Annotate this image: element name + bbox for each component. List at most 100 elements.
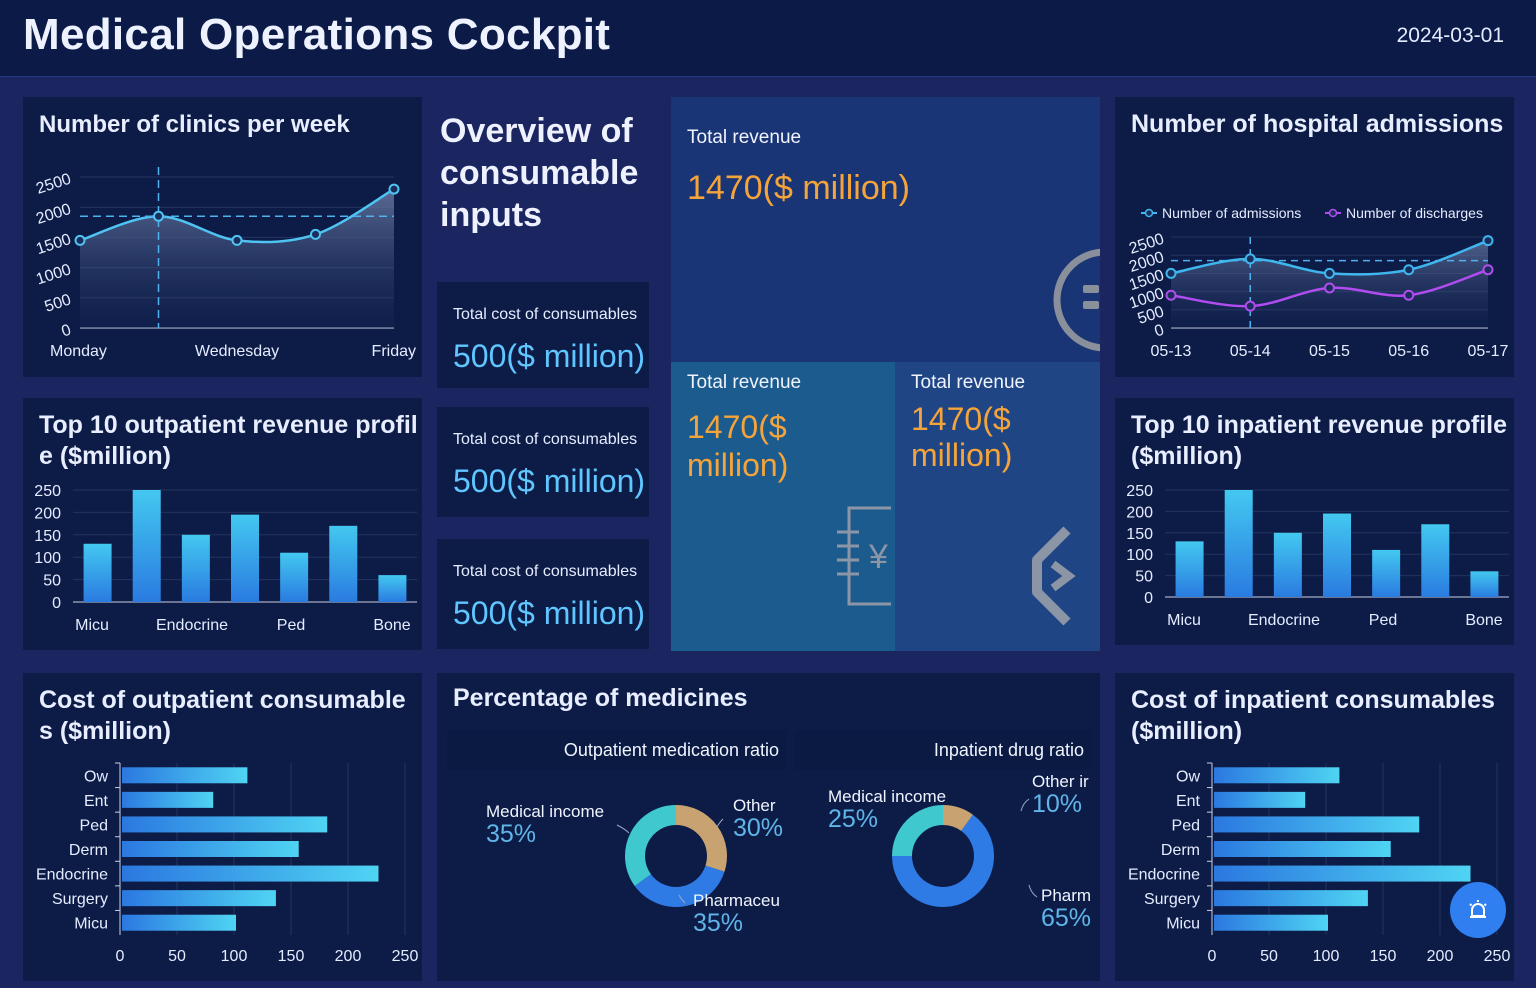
data-point xyxy=(1482,264,1494,276)
x-tick-label: Bone xyxy=(1465,612,1502,629)
data-point xyxy=(1324,267,1335,279)
alarm-button[interactable] xyxy=(1450,882,1506,938)
x-tick-label: 150 xyxy=(1370,948,1397,965)
bar xyxy=(329,525,358,602)
outpatient-revenue-chart: 0 50 100 150 200 250 Micu Endocrine Ped Bone xyxy=(34,483,417,634)
y-tick-label: 150 xyxy=(1126,526,1153,543)
data-point xyxy=(1165,267,1177,279)
revenue-main-tile: Total revenue 1470($ million) xyxy=(671,97,1100,362)
kpi-label: Total cost of consumables xyxy=(453,563,638,580)
slice-label: Other ir xyxy=(1032,772,1089,791)
y-tick-label: 0 xyxy=(60,322,74,341)
x-tick-label: Monday xyxy=(50,343,107,360)
bar xyxy=(1323,513,1351,597)
x-tick-label: 05-13 xyxy=(1151,343,1192,360)
outpatient-cost-panel: Cost of outpatient consumables ($million… xyxy=(23,673,422,981)
data-point xyxy=(74,234,86,246)
x-tick-label: 250 xyxy=(1484,948,1511,965)
y-tick-label: Ped xyxy=(1172,817,1200,834)
outpatient-revenue-title: Top 10 outpatient revenue profile ($mill… xyxy=(39,411,418,470)
x-tick-label: 100 xyxy=(221,948,248,965)
bar xyxy=(122,767,248,784)
bar xyxy=(1214,841,1391,857)
bar xyxy=(1214,791,1306,808)
revenue-main-label: Total revenue xyxy=(687,127,802,148)
data-point xyxy=(231,234,243,246)
y-tick-label: Ow xyxy=(1176,768,1200,785)
consumables-kpi-2: Total cost of consumables 500($ million) xyxy=(437,407,649,517)
clinics-chart: 0 500 1000 1500 2000 2500 Monday Wednesday Frida… xyxy=(34,167,416,360)
legend-marker xyxy=(1328,208,1338,218)
clinics-title: Number of clinics per week xyxy=(39,111,350,138)
y-tick-label: 200 xyxy=(1126,504,1153,521)
x-tick-label: Endocrine xyxy=(156,617,228,634)
data-point xyxy=(153,210,164,222)
admissions-panel: Number of hospital admissions 0 500 1000 15… xyxy=(1115,97,1514,377)
y-tick-label: Derm xyxy=(1161,842,1200,859)
x-tick-label: 05-14 xyxy=(1230,343,1271,360)
date-label: 2024-03-01 xyxy=(1396,24,1504,47)
bar xyxy=(181,534,210,602)
x-tick-label: 05-15 xyxy=(1309,343,1350,360)
y-tick-label: Ow xyxy=(84,768,108,785)
slice-percent: 25% xyxy=(828,805,878,833)
x-tick-label: Ped xyxy=(277,617,305,634)
kpi-label: Total cost of consumables xyxy=(453,431,638,448)
y-tick-label: 150 xyxy=(34,528,61,545)
bar xyxy=(1224,490,1253,597)
medicines-panel: Percentage of medicines Outpatient medic… xyxy=(437,673,1100,981)
kpi-value: 500($ million) xyxy=(453,595,646,631)
bar xyxy=(1214,767,1340,784)
bar xyxy=(1214,914,1328,931)
y-tick-label: Micu xyxy=(74,916,108,933)
leader-line xyxy=(1020,798,1030,812)
slice-label: Medical income xyxy=(486,802,604,821)
revenue-right-tile: Total revenue 1470($ million) xyxy=(895,362,1100,651)
y-tick-label: Endocrine xyxy=(1128,867,1200,884)
y-tick-label: Surgery xyxy=(52,891,108,908)
revenue-right-value-line1: 1470($ xyxy=(911,401,1011,437)
x-tick-label: 250 xyxy=(392,948,419,965)
revenue-right-label: Total revenue xyxy=(911,372,1026,393)
y-tick-label: 1000 xyxy=(34,261,73,288)
y-tick-label: Ent xyxy=(1176,793,1201,810)
x-tick-label: 200 xyxy=(335,948,362,965)
area-fill xyxy=(80,189,394,328)
data-point xyxy=(388,183,400,195)
x-tick-label: Wednesday xyxy=(195,343,279,360)
svg-text:¥: ¥ xyxy=(868,538,888,576)
leader-line xyxy=(616,824,630,834)
bar xyxy=(1372,549,1401,597)
diamond-icon xyxy=(1032,526,1076,626)
bar xyxy=(378,575,407,602)
inpatient-revenue-chart: 0 50 100 150 200 250 Micu Endocrine Ped Bone xyxy=(1126,483,1509,629)
inpatient-revenue-title: Top 10 inpatient revenue profile ($milli… xyxy=(1131,411,1507,470)
y-tick-label: Ent xyxy=(84,793,109,810)
x-tick-label: Ped xyxy=(1369,612,1397,629)
leader-line xyxy=(678,894,686,904)
data-point xyxy=(1244,300,1256,312)
header-bar: Medical Operations Cockpit 2024-03-01 xyxy=(0,0,1536,77)
data-point xyxy=(310,228,321,240)
legend-marker xyxy=(1144,208,1154,218)
leader-line xyxy=(1028,884,1038,898)
legend-label: Number of discharges xyxy=(1346,205,1483,221)
donut-slice xyxy=(892,814,994,907)
y-tick-label: Micu xyxy=(1166,916,1200,933)
donut-slice xyxy=(892,805,944,857)
x-tick-label: Micu xyxy=(75,617,109,634)
bar xyxy=(231,514,259,602)
slice-percent: 10% xyxy=(1032,790,1082,818)
y-tick-label: 100 xyxy=(1126,547,1153,564)
x-tick-label: 150 xyxy=(278,948,305,965)
revenue-main-value: 1470($ million) xyxy=(687,169,910,207)
bar xyxy=(1175,541,1204,597)
bar xyxy=(1273,532,1302,597)
y-tick-label: Surgery xyxy=(1144,891,1200,908)
slice-percent: 35% xyxy=(693,909,743,937)
y-tick-label: Ped xyxy=(80,817,108,834)
clinics-panel: Number of clinics per week 0 500 1000 1500 2… xyxy=(23,97,422,377)
